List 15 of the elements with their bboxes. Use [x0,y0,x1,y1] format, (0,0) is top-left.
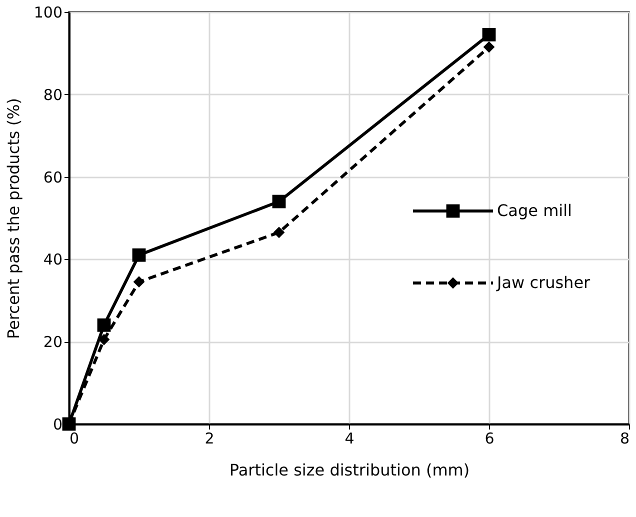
x-tick-label: 8 [620,430,630,448]
y-axis-title: Percent pass the products (%) [4,98,23,339]
x-axis-title: Particle size distribution (mm) [229,460,470,480]
y-tick-label: 40 [43,250,62,269]
x-tick-label: 6 [484,430,494,448]
y-tick-label: 60 [43,168,62,186]
x-tick-label: 0 [70,430,80,448]
legend-label: Cage mill [497,201,572,220]
legend-label: Jaw crusher [496,273,591,292]
x-tick-label: 2 [204,430,214,448]
y-tick-label: 20 [43,333,62,352]
x-tick-label: 4 [344,430,354,448]
y-tick-label: 80 [43,86,62,104]
y-tick-label: 100 [34,4,62,22]
y-tick-label: 0 [52,416,62,434]
